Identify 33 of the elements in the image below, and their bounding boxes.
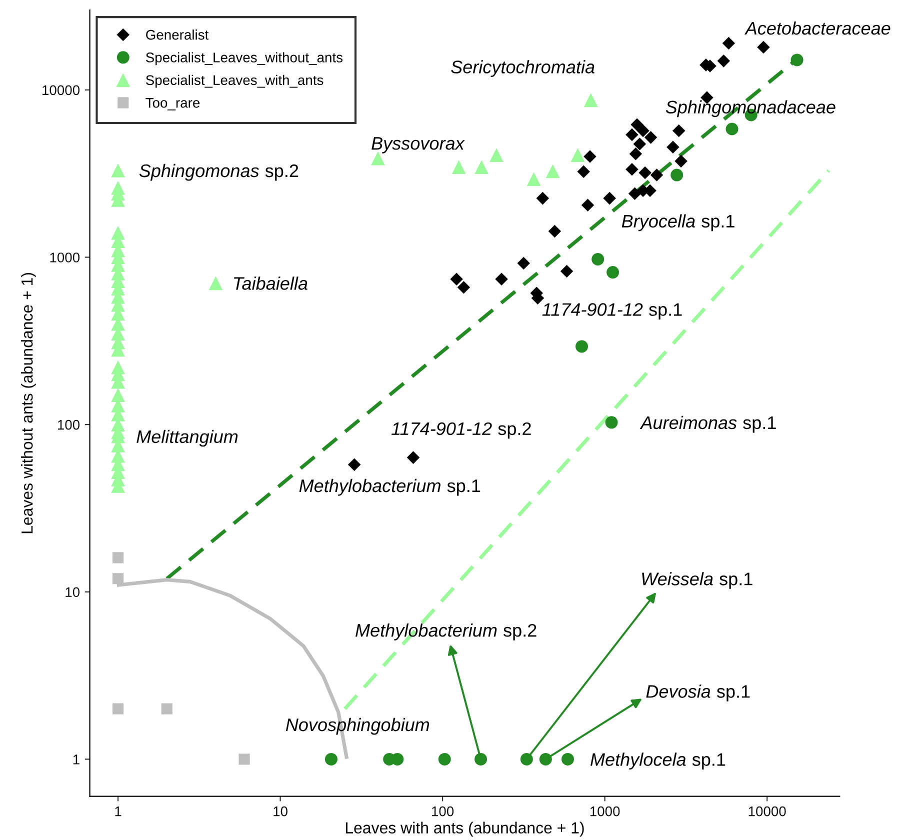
annotation: Sphingomonadaceae <box>666 100 836 118</box>
annotation: Methylobacterium sp.2 <box>356 623 536 640</box>
x-tick-label: 100 <box>432 806 454 816</box>
x-tick-label: 1000 <box>590 806 620 816</box>
y-tick-label: 10 <box>66 587 80 598</box>
y-tick-label: 1000 <box>50 252 80 262</box>
annotation: Aureimonas sp.1 <box>640 416 776 433</box>
annotation: Acetobacteraceae <box>744 21 890 35</box>
annotation: Sericytochromatia <box>451 60 594 77</box>
x-tick-label: 10000 <box>748 806 786 816</box>
annotation: Methylocela sp.1 <box>590 752 726 770</box>
annotation: Byssovorax <box>372 137 465 154</box>
annotation: Melittangium <box>136 430 238 447</box>
legend-label: Too_rare <box>146 98 200 110</box>
legend-label: Generalist <box>146 30 209 40</box>
y-tick-label: 1 <box>73 754 80 764</box>
y-tick-label: 100 <box>58 420 80 430</box>
annotation: Methylobacterium sp.1 <box>299 478 480 496</box>
x-axis-title: Leaves with ants (abundance + 1) <box>346 822 584 837</box>
annotation: Novosphingobium <box>286 718 430 735</box>
annotation: Devosia sp.1 <box>646 684 750 702</box>
annotation: 1174-901-12 sp.1 <box>542 303 682 320</box>
annotation: Weissela sp.1 <box>642 572 752 589</box>
annotation: Bryocella sp.1 <box>622 214 734 232</box>
legend-label: Specialist_Leaves_with_ants <box>146 74 324 88</box>
annotation: Taibaiella <box>234 276 308 290</box>
annotation: 1174-901-12 sp.2 <box>392 422 531 439</box>
annotation: Sphingomonas sp.2 <box>139 164 298 181</box>
x-tick-label: 1 <box>115 806 122 816</box>
y-axis-title: Leaves without ants (abundance + 1) <box>21 272 36 534</box>
x-tick-label: 10 <box>274 806 288 816</box>
y-tick-label: 10000 <box>42 85 80 96</box>
legend-label: Specialist_Leaves_without_ants <box>146 52 343 66</box>
